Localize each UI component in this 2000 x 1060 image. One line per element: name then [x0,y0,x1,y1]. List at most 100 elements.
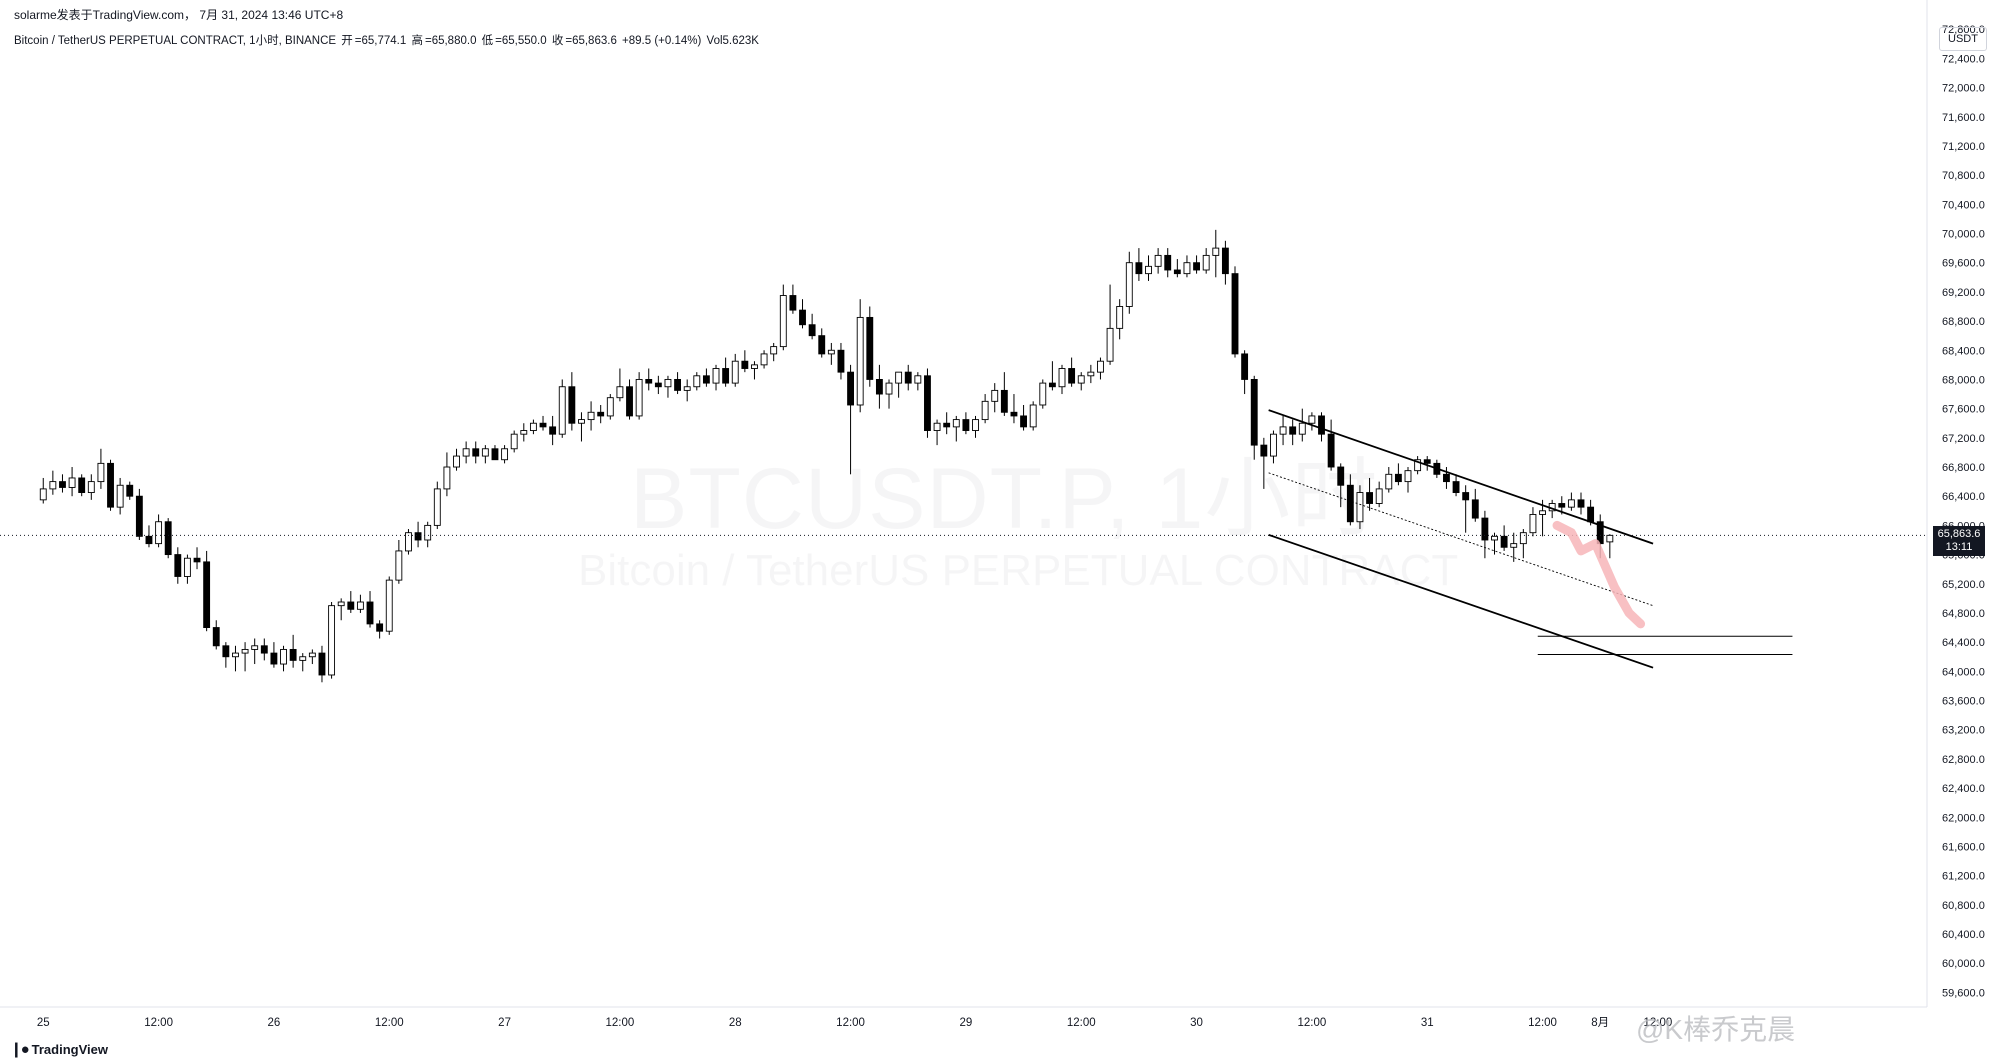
candle-up [462,448,470,457]
candle-down [847,371,855,406]
candle-down [289,648,297,661]
candle-down [1471,499,1479,519]
price-tick-label: 60,800.0 [1942,900,1985,912]
candle-down [1020,415,1027,428]
candle-down [1250,378,1258,446]
candle-up [578,419,585,424]
candle-down [164,521,172,556]
price-tick-label: 68,000.0 [1942,374,1985,386]
candle-up [1106,327,1114,362]
candle-down [1394,473,1402,483]
candle-up [1404,470,1412,483]
price-tick-label: 61,200.0 [1942,871,1985,883]
price-axis[interactable]: 59,600.0 60,000.0 60,400.0 60,800.0 61,200.0… [1942,24,1985,999]
price-tick-label: 66,400.0 [1942,491,1985,503]
symbol-name[interactable]: Bitcoin / TetherUS PERPETUAL CONTRACT, 1… [14,35,337,47]
price-tick-label: 67,200.0 [1942,433,1985,445]
price-tick-label: 61,600.0 [1942,841,1985,853]
candle-down [1452,481,1460,494]
candle-up [1385,473,1393,490]
candle-up [87,481,95,494]
price-tick-label: 72,400.0 [1942,53,1985,65]
candle-down [203,561,211,629]
price-tick-label: 60,400.0 [1942,929,1985,941]
candle-up [914,375,922,384]
projection-path[interactable] [1552,520,1646,629]
time-tick-label: 12:00 [836,1017,865,1029]
candle-up [981,400,989,421]
candle-up [1029,404,1037,428]
candle-down [597,411,605,417]
candle-up [97,462,105,483]
candle-up [972,419,979,431]
candle-down [135,495,143,537]
candle-down [875,378,883,395]
candle-up [606,397,614,417]
candle-up [385,579,393,632]
price-tick-label: 64,000.0 [1942,666,1985,678]
candle-down [193,557,201,563]
candle-up [183,557,191,577]
price-tick-label: 71,200.0 [1942,141,1985,153]
candle-up [1308,415,1316,424]
candle-up [395,550,403,581]
candle-up [1202,254,1210,271]
candle-up [1356,492,1364,523]
candle-up [529,422,537,431]
candle-down [1481,517,1489,541]
candle-up [1145,265,1152,275]
channel-upper-line[interactable] [1268,409,1654,545]
time-tick-label: 25 [37,1017,50,1029]
candle-up [751,364,758,369]
time-tick-label: 28 [729,1017,742,1029]
candle-up [116,484,124,508]
time-tick-label: 12:00 [1528,1017,1557,1029]
candle-up [1529,513,1537,534]
candle-up [770,346,778,355]
candle-up [280,648,287,665]
candle-up [1298,422,1306,435]
candle-down [145,535,153,545]
candle-up [827,349,835,355]
time-tick-label: 12:00 [606,1017,635,1029]
candle-down [741,360,749,369]
candle-up [1279,426,1287,435]
high-value: =65,880.0 [424,35,477,47]
channel-lower-line[interactable] [1268,534,1654,669]
candle-down [1260,444,1268,457]
candle-down [808,324,816,337]
candle-down [962,419,970,431]
candle-down [568,386,576,424]
candle-up [1125,262,1133,307]
candle-up [1058,368,1066,388]
candle-down [549,426,557,435]
candle-down [1221,247,1229,275]
last-price-tag: 65,863.6 13:11 [1933,526,1985,557]
candle-down [126,484,134,497]
bar-countdown: 13:11 [1945,541,1973,554]
candle-up [1212,247,1220,256]
currency-selector[interactable]: USDT [1939,27,1987,51]
time-axis[interactable]: 25 12:00 26 12:00 27 12:00 28 12:00 29 12:00 30 12:… [37,1017,1672,1029]
candle-down [472,448,480,457]
candle-up [895,371,903,384]
candle-up [308,652,316,658]
candle-up [328,605,336,676]
price-tick-label: 70,800.0 [1942,170,1985,182]
candle-up [616,386,624,399]
candle-up [251,645,259,650]
tradingview-logo[interactable]: ❙● TradingView [10,1040,108,1058]
high-label: 高 [411,35,423,47]
candle-down [722,368,730,384]
close-value: =65,863.6 [565,35,617,47]
open-value: =65,774.1 [354,35,407,47]
candle-up [1270,433,1277,457]
candle-down [1462,492,1470,501]
candle-down [347,601,355,610]
open-label: 开 [341,35,353,47]
candle-down [1366,492,1373,504]
candle-down [654,382,662,388]
candle-down [1000,389,1008,413]
candle-down [1231,273,1239,355]
